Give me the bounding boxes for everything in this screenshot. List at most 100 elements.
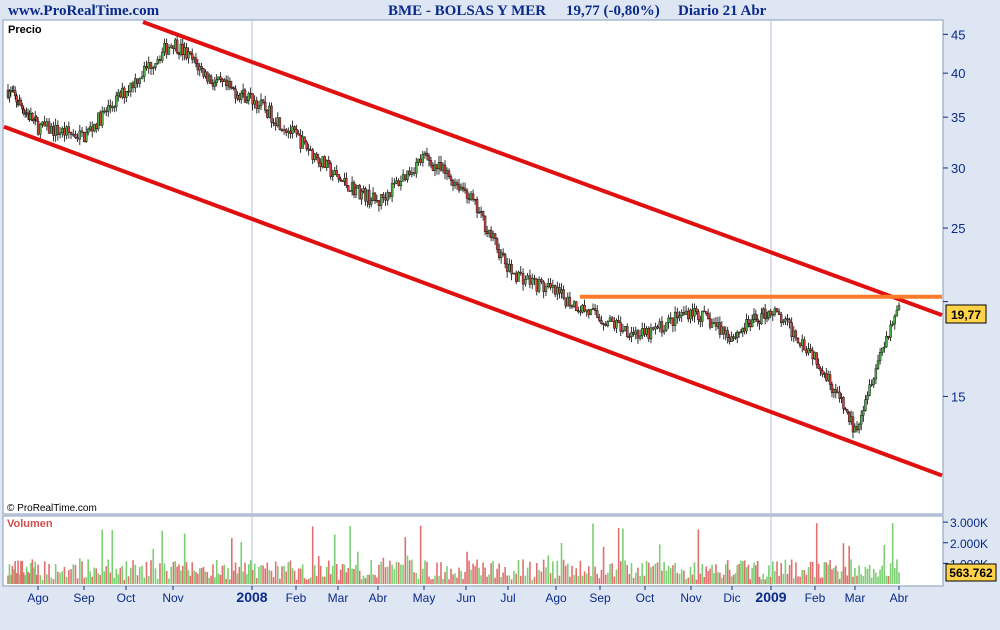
volume-bar (368, 574, 371, 584)
volume-bar (723, 574, 725, 584)
volume-bar (202, 566, 205, 584)
volume-bar (780, 563, 782, 584)
site-url[interactable]: www.ProRealTime.com (8, 3, 160, 19)
candle-body (585, 309, 588, 312)
candle-body (542, 281, 545, 293)
candle-body (384, 197, 387, 201)
candle-body (111, 106, 114, 109)
volume-bar (313, 565, 316, 584)
volume-bar (823, 562, 826, 584)
candle-body (169, 45, 173, 48)
volume-bar (474, 566, 476, 584)
candle-body (862, 410, 865, 416)
volume-bar (76, 578, 79, 584)
volume-bar (885, 575, 888, 584)
time-tick-label: Nov (680, 591, 701, 605)
candle-body (86, 128, 90, 133)
volume-bar (317, 556, 320, 584)
volume-bar (575, 568, 577, 584)
volume-bar (645, 560, 648, 584)
candle-body (69, 132, 73, 135)
candle-body (630, 332, 633, 338)
candle-body (131, 82, 135, 89)
volume-bar (805, 574, 808, 584)
candle-body (103, 110, 106, 113)
candle-body (209, 75, 213, 84)
candle-body (671, 317, 675, 326)
volume-bar (615, 569, 618, 584)
volume-bar (819, 577, 822, 584)
candle-body (508, 263, 511, 272)
candle-body (313, 153, 316, 160)
candle-body (765, 316, 769, 320)
candle-body (643, 328, 646, 335)
candle-body (583, 304, 586, 312)
volume-bar (486, 576, 488, 584)
candle-body (481, 210, 485, 217)
candle-body (684, 310, 688, 315)
candle-body (261, 99, 265, 103)
volume-bar (287, 562, 290, 584)
volume-bar (542, 559, 545, 584)
candle-body (570, 305, 574, 308)
volume-bar (156, 578, 159, 584)
candle-body (817, 364, 820, 369)
volume-bar (176, 566, 178, 584)
candle-body (19, 99, 23, 106)
symbol-name: BME - BOLSAS Y MER (388, 3, 547, 19)
candle-body (844, 408, 847, 410)
candle-body (54, 124, 57, 136)
candle-body (123, 87, 126, 98)
volume-bar (452, 574, 454, 584)
volume-bar (130, 567, 132, 584)
price-tick-label: 40 (951, 66, 965, 81)
volume-bar (81, 561, 83, 584)
candle-body (138, 78, 141, 84)
volume-bar (840, 571, 843, 584)
trend-lines (3, 20, 943, 478)
volume-bar (249, 560, 252, 584)
volume-bar (25, 566, 28, 584)
candle-body (801, 339, 804, 347)
volume-bar (113, 577, 116, 584)
candle-body (514, 272, 518, 282)
volume-bar (360, 579, 363, 584)
volume-bar (85, 577, 87, 584)
candle-body (297, 133, 300, 136)
candle-body (647, 328, 650, 340)
volume-bar (581, 575, 584, 584)
candle-body (703, 310, 706, 313)
volume-bar (661, 570, 663, 584)
volume-bar (889, 563, 892, 584)
volume-bar (325, 566, 328, 584)
candle-body (866, 395, 869, 400)
volume-bar (204, 571, 207, 584)
volume-bar (526, 567, 529, 584)
candle-body (658, 321, 661, 329)
price-tick-label: 15 (951, 389, 965, 404)
volume-bar (291, 568, 294, 584)
volume-bar (440, 562, 442, 584)
candle-body (386, 192, 389, 201)
candle-body (704, 311, 708, 314)
volume-bar (836, 571, 839, 584)
candle-body (280, 129, 284, 131)
volume-bar (147, 575, 150, 584)
candle-body (626, 326, 629, 337)
volume-bar (50, 577, 53, 584)
candle-body (830, 384, 834, 393)
candle-body (461, 186, 465, 190)
candle-body (423, 152, 427, 155)
volume-bar (870, 577, 873, 584)
volume-bar (240, 542, 243, 584)
volume-bar (123, 579, 126, 584)
candle-body (401, 174, 405, 182)
volume-bar (567, 563, 569, 584)
candle-body (712, 322, 716, 324)
candle-body (526, 275, 529, 280)
volume-bar (619, 561, 622, 584)
volume-bar (376, 577, 378, 584)
volume-bar (438, 575, 440, 584)
volume-bar (337, 579, 340, 584)
volume-bar (496, 568, 498, 584)
